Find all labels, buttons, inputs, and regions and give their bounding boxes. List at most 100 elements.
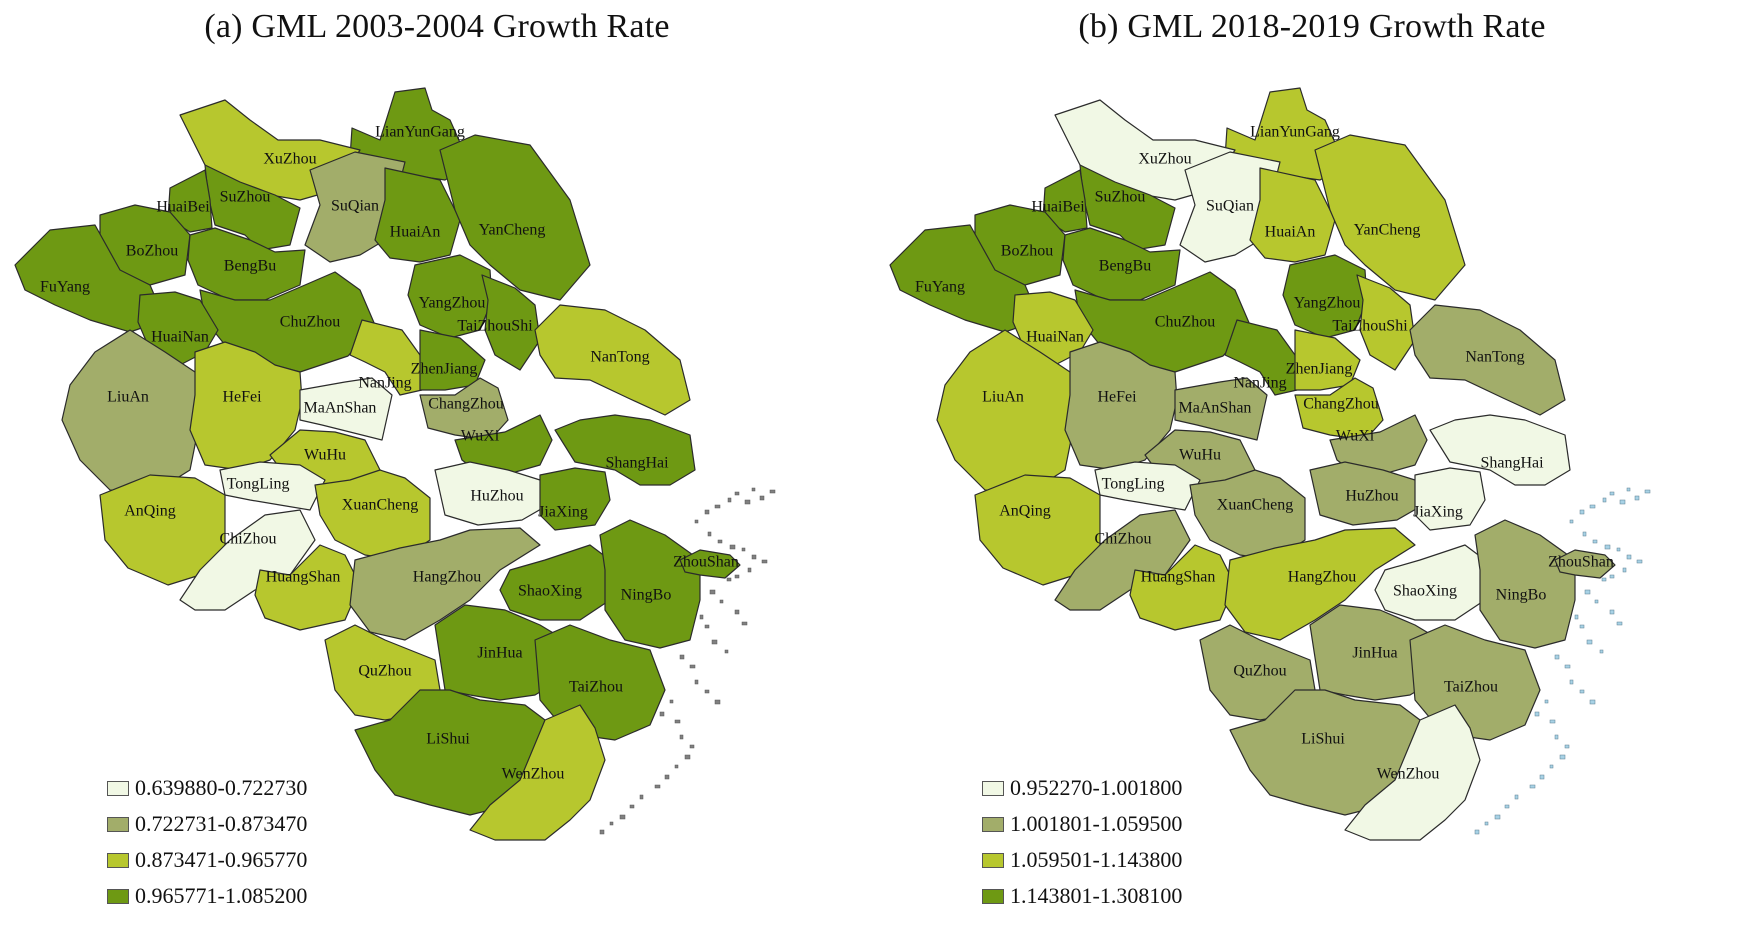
island-mark <box>769 489 776 494</box>
legend-label: 1.059501-1.143800 <box>1010 847 1183 872</box>
city-label-nantong: NanTong <box>1465 349 1524 366</box>
city-region-yangzhou <box>1282 254 1368 339</box>
city-region-wenzhou <box>469 704 606 841</box>
city-label-taizhoushi: TaiZhouShi <box>457 318 533 335</box>
city-label-suqian: SuQian <box>1206 198 1254 215</box>
choropleth-map: LianYunGang XuZhou SuQian SuZhou HuaiBei BoZh… <box>14 87 776 841</box>
legend-item: 0.722731-0.873470 <box>107 806 307 842</box>
island-mark <box>629 804 635 809</box>
city-label-xuzhou: XuZhou <box>263 151 316 168</box>
island-mark <box>1579 624 1585 629</box>
city-region-shanghai <box>554 414 696 486</box>
island-mark <box>1602 497 1607 503</box>
island-mark <box>1586 639 1593 645</box>
island-mark <box>1601 577 1607 582</box>
city-region-tongling <box>219 461 326 511</box>
legend-swatch <box>982 816 1004 832</box>
island-mark <box>1544 699 1549 704</box>
island-mark <box>659 711 665 717</box>
city-label-taizhou: TaiZhou <box>1444 679 1498 696</box>
city-label-bengbu: BengBu <box>224 258 276 275</box>
island-mark <box>751 487 756 492</box>
city-label-wuxi: WuXi <box>461 428 500 445</box>
island-mark <box>1539 774 1545 780</box>
island-mark <box>707 531 712 537</box>
island-mark <box>639 794 644 800</box>
city-label-huzhou: HuZhou <box>470 488 523 505</box>
island-mark <box>704 509 710 515</box>
city-label-taizhou: TaiZhou <box>569 679 623 696</box>
island-mark <box>599 829 605 835</box>
city-label-huzhou: HuZhou <box>1345 488 1398 505</box>
city-label-fuyang: FuYang <box>40 279 90 296</box>
island-mark <box>714 699 721 705</box>
city-label-huainan: HuaiNan <box>151 329 209 346</box>
city-label-shanghai: ShangHai <box>605 455 669 472</box>
city-label-wenzhou: WenZhou <box>1377 766 1440 783</box>
island-mark <box>1559 754 1566 760</box>
city-label-chuzhou: ChuZhou <box>280 314 340 331</box>
city-region-yancheng <box>439 134 591 301</box>
island-mark <box>704 689 710 694</box>
island-mark <box>1626 554 1632 560</box>
island-mark <box>1514 794 1519 800</box>
city-region-bengbu <box>1062 227 1181 301</box>
island-mark <box>711 639 718 645</box>
city-label-zhenjiang: ZhenJiang <box>1286 361 1353 378</box>
city-region-changzhou <box>1294 377 1384 441</box>
city-region-nantong <box>534 304 691 416</box>
legend-item: 1.001801-1.059500 <box>982 806 1182 842</box>
city-label-maanshan: MaAnShan <box>1179 400 1252 417</box>
legend-item: 0.952270-1.001800 <box>982 770 1182 806</box>
city-region-liuan <box>936 329 1076 496</box>
city-label-maanshan: MaAnShan <box>304 400 377 417</box>
legend-label: 0.639880-0.722730 <box>135 775 308 800</box>
island-mark <box>727 497 732 503</box>
legend-label: 0.965771-1.085200 <box>135 883 308 908</box>
island-mark <box>1609 609 1615 615</box>
legend-label: 0.952270-1.001800 <box>1010 775 1183 800</box>
city-label-lianyungang: LianYunGang <box>1250 124 1340 141</box>
island-mark <box>1626 487 1631 492</box>
island-mark <box>679 654 685 660</box>
city-label-bozhou: BoZhou <box>1001 243 1053 260</box>
city-label-nanjing: NanJing <box>1233 375 1286 392</box>
island-mark <box>699 614 704 620</box>
island-mark <box>744 499 751 505</box>
city-label-wuhu: WuHu <box>304 447 346 464</box>
island-mark <box>684 754 691 760</box>
panel-title: (b) GML 2018-2019 Growth Rate <box>1078 8 1546 45</box>
city-label-liuan: LiuAn <box>982 389 1024 406</box>
island-mark <box>747 567 752 573</box>
city-label-ningbo: NingBo <box>621 587 672 604</box>
city-label-yangzhou: YangZhou <box>419 295 486 312</box>
island-mark <box>609 821 614 826</box>
city-region-chizhou <box>179 509 316 611</box>
city-label-jinhua: JinHua <box>477 645 522 662</box>
island-mark <box>1564 744 1570 749</box>
city-label-huaibei: HuaiBei <box>156 199 210 216</box>
city-label-wuxi: WuXi <box>1336 428 1375 445</box>
island-mark <box>1569 519 1574 524</box>
city-region-suzhou <box>1079 164 1176 251</box>
city-label-suqian: SuQian <box>331 198 379 215</box>
island-mark <box>751 554 757 560</box>
city-region-suzhou <box>204 164 301 251</box>
legend-item: 0.639880-0.722730 <box>107 770 307 806</box>
island-mark <box>1616 621 1623 626</box>
city-label-nanjing: NanJing <box>358 375 411 392</box>
island-mark <box>719 599 724 604</box>
city-region-huaian <box>1249 167 1336 263</box>
city-region-shaoxing <box>499 544 611 621</box>
island-mark <box>1554 734 1559 740</box>
city-region-hefei <box>1064 341 1178 471</box>
map-panel-a: (a) GML 2003-2004 Growth Rate LianYunGan… <box>0 0 874 950</box>
city-region-nanjing <box>1224 319 1298 396</box>
island-mark <box>1504 804 1510 809</box>
panel-title: (a) GML 2003-2004 Growth Rate <box>204 8 670 45</box>
city-label-shaoxing: ShaoXing <box>518 583 582 600</box>
island-mark <box>1609 491 1615 496</box>
map-panel-b: (b) GML 2018-2019 Growth Rate LianYunGan… <box>875 0 1749 950</box>
city-label-chizhou: ChiZhou <box>1095 531 1152 548</box>
island-mark <box>1549 764 1554 769</box>
